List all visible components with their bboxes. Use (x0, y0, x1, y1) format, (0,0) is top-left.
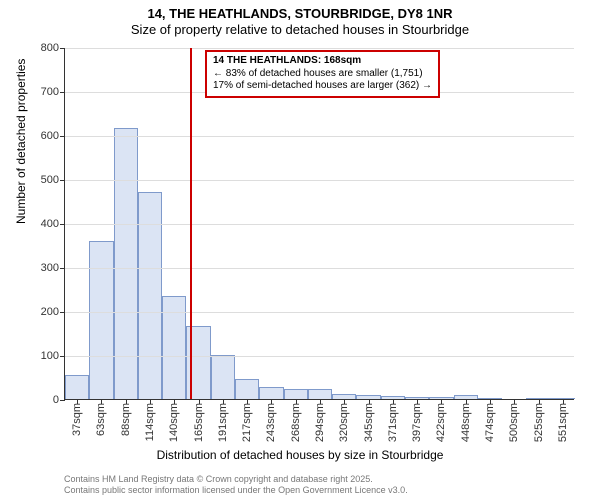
xtick-label: 551sqm (557, 403, 569, 442)
histogram-bar (89, 241, 113, 399)
gridline (65, 224, 574, 225)
xtick-label: 217sqm (241, 403, 253, 442)
xtick-label: 243sqm (265, 403, 277, 442)
xtick-label: 63sqm (95, 403, 107, 436)
ytick-label: 400 (41, 218, 59, 230)
ytick-label: 100 (41, 350, 59, 362)
xtick-label: 88sqm (120, 403, 132, 436)
ytick-mark (60, 48, 65, 49)
xtick-label: 114sqm (144, 403, 156, 441)
xtick-label: 294sqm (314, 403, 326, 442)
property-marker-line (190, 48, 192, 399)
xtick-label: 268sqm (290, 403, 302, 442)
xtick-label: 397sqm (411, 403, 423, 442)
chart-plot-area: 010020030040050060070080037sqm63sqm88sqm… (64, 48, 574, 400)
xtick-label: 422sqm (435, 403, 447, 442)
histogram-bar (259, 387, 283, 399)
annotation-line2: 17% of semi-detached houses are larger (… (213, 80, 432, 93)
xtick-label: 37sqm (71, 403, 83, 436)
xtick-label: 371sqm (387, 403, 399, 442)
xtick-label: 345sqm (363, 403, 375, 442)
xtick-label: 320sqm (338, 403, 350, 442)
ytick-label: 700 (41, 86, 59, 98)
ytick-mark (60, 136, 65, 137)
ytick-label: 600 (41, 130, 59, 142)
title-line2: Size of property relative to detached ho… (0, 22, 600, 38)
annotation-box: 14 THE HEATHLANDS: 168sqm← 83% of detach… (205, 50, 440, 98)
ytick-label: 0 (53, 394, 59, 406)
histogram-bar (114, 128, 138, 399)
histogram-bar (308, 389, 332, 399)
ytick-mark (60, 400, 65, 401)
xtick-label: 525sqm (533, 403, 545, 442)
gridline (65, 268, 574, 269)
ytick-mark (60, 356, 65, 357)
ytick-label: 200 (41, 306, 59, 318)
ytick-mark (60, 224, 65, 225)
histogram-bar (65, 375, 89, 399)
gridline (65, 180, 574, 181)
chart-title-block: 14, THE HEATHLANDS, STOURBRIDGE, DY8 1NR… (0, 0, 600, 39)
gridline (65, 136, 574, 137)
histogram-bar (211, 355, 235, 399)
ytick-mark (60, 92, 65, 93)
histogram-bar (235, 379, 259, 399)
gridline (65, 48, 574, 49)
gridline (65, 356, 574, 357)
gridline (65, 312, 574, 313)
ytick-label: 300 (41, 262, 59, 274)
xtick-label: 140sqm (168, 403, 180, 442)
annotation-title: 14 THE HEATHLANDS: 168sqm (213, 55, 432, 68)
ytick-label: 500 (41, 174, 59, 186)
footer-line2: Contains public sector information licen… (64, 485, 408, 496)
xtick-label: 474sqm (484, 403, 496, 442)
xtick-label: 500sqm (508, 403, 520, 442)
ytick-mark (60, 312, 65, 313)
footer-line1: Contains HM Land Registry data © Crown c… (64, 474, 408, 485)
ytick-label: 800 (41, 42, 59, 54)
ytick-mark (60, 180, 65, 181)
footer-attribution: Contains HM Land Registry data © Crown c… (64, 474, 408, 497)
title-line1: 14, THE HEATHLANDS, STOURBRIDGE, DY8 1NR (0, 6, 600, 22)
ytick-mark (60, 268, 65, 269)
y-axis-label: Number of detached properties (14, 59, 28, 224)
histogram-bar (284, 389, 308, 399)
xtick-label: 165sqm (193, 403, 205, 442)
xtick-label: 448sqm (460, 403, 472, 442)
x-axis-label: Distribution of detached houses by size … (0, 448, 600, 462)
xtick-label: 191sqm (217, 403, 229, 442)
annotation-line1: ← 83% of detached houses are smaller (1,… (213, 68, 432, 81)
